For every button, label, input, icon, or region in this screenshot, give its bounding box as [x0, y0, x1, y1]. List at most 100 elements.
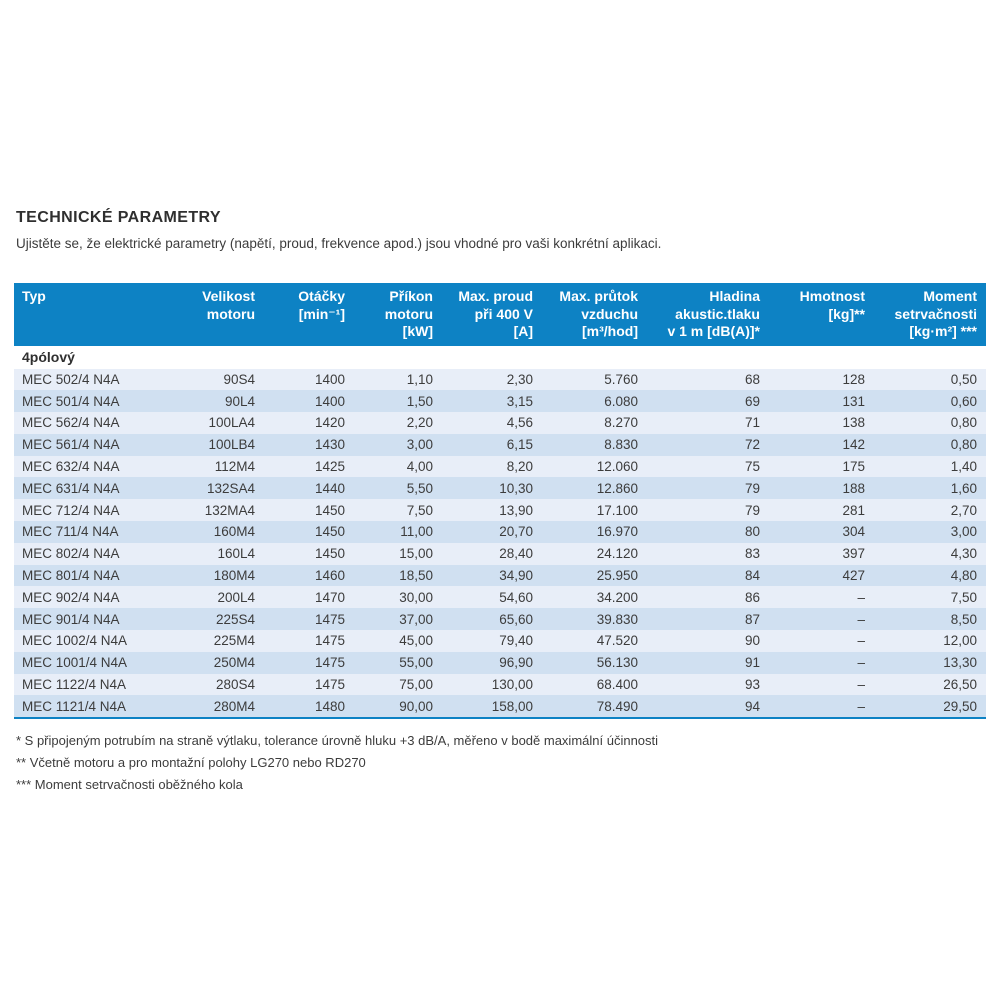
table-cell: 1450 — [314, 524, 345, 540]
section-label: 4pólový — [14, 345, 986, 369]
footnote-3: *** Moment setrvačnosti oběžného kola — [16, 777, 243, 793]
table-cell: 180M4 — [213, 568, 255, 584]
table-cell: 1430 — [314, 437, 345, 453]
table-cell: 79 — [744, 480, 760, 496]
table-cell: 54,60 — [499, 589, 533, 605]
table-cell: 90L4 — [224, 393, 255, 409]
table-cell: 78.490 — [596, 698, 638, 714]
table-row: MEC 802/4 N4A 160L4 1450 15,00 28,40 24.120 83… — [14, 542, 986, 565]
table-cell: 1475 — [314, 633, 345, 649]
table-cell: 15,00 — [399, 546, 433, 562]
table-cell: 4,30 — [950, 546, 977, 562]
table-cell: 1400 — [314, 371, 345, 387]
table-cell: 130,00 — [491, 677, 533, 693]
table-cell: 37,00 — [399, 611, 433, 627]
table-cell: 8,20 — [506, 459, 533, 475]
table-cell: 90,00 — [399, 698, 433, 714]
column-header: Max. průtok vzduchu [m³/hod] — [537, 283, 642, 346]
table-row: MEC 901/4 N4A 225S4 1475 37,00 65,60 39.830 87… — [14, 608, 986, 631]
table-cell: – — [857, 677, 865, 693]
table-cell: 200L4 — [217, 589, 255, 605]
table-row: MEC 1121/4 N4A 280M4 1480 90,00 158,00 78.490… — [14, 695, 986, 719]
table-cell: 225M4 — [213, 633, 255, 649]
footnote-2: ** Včetně motoru a pro montažní polohy L… — [16, 755, 366, 771]
table-cell: 1470 — [314, 589, 345, 605]
table-cell: 13,90 — [499, 502, 533, 518]
table-cell: 225S4 — [215, 611, 255, 627]
table-cell: – — [857, 655, 865, 671]
table-cell: 80 — [744, 524, 760, 540]
table-cell: 1440 — [314, 480, 345, 496]
table-cell: 6,15 — [506, 437, 533, 453]
table-cell: 8,50 — [950, 611, 977, 627]
table-cell: 7,50 — [406, 502, 433, 518]
table-cell: 2,70 — [950, 502, 977, 518]
table-cell: 13,30 — [943, 655, 977, 671]
column-header: Typ — [14, 283, 164, 346]
table-cell: – — [857, 698, 865, 714]
table-cell: 71 — [744, 415, 760, 431]
table-row: MEC 1001/4 N4A 250M4 1475 55,00 96,90 56.130 9… — [14, 651, 986, 674]
table-row: MEC 801/4 N4A 180M4 1460 18,50 34,90 25.950 84… — [14, 564, 986, 587]
table-cell: 128 — [842, 371, 865, 387]
table-cell: 1425 — [314, 459, 345, 475]
table-cell: 72 — [744, 437, 760, 453]
table-cell: MEC 902/4 N4A — [22, 589, 120, 605]
table-cell: 0,60 — [950, 393, 977, 409]
column-header: Hmotnost [kg]** — [764, 283, 869, 346]
table-header-row: Typ Velikost motoru Otáčky [min⁻¹] Příkon m… — [14, 283, 986, 346]
table-cell: 281 — [842, 502, 865, 518]
table-cell: MEC 561/4 N4A — [22, 437, 120, 453]
table-cell: 175 — [842, 459, 865, 475]
table-cell: 24.120 — [596, 546, 638, 562]
footnotes: * S připojeným potrubím na straně výtlak… — [16, 730, 986, 796]
table-cell: 94 — [744, 698, 760, 714]
table-cell: MEC 711/4 N4A — [22, 524, 119, 540]
table-cell: 55,00 — [399, 655, 433, 671]
table-cell: 131 — [842, 393, 865, 409]
table-cell: 397 — [842, 546, 865, 562]
table-cell: 100LA4 — [208, 415, 255, 431]
table-cell: 86 — [744, 589, 760, 605]
table-cell: MEC 1122/4 N4A — [22, 677, 127, 693]
table-cell: 96,90 — [499, 655, 533, 671]
table-cell: 69 — [744, 393, 760, 409]
table-cell: 0,80 — [950, 437, 977, 453]
table-cell: 68.400 — [596, 677, 638, 693]
table-cell: 250M4 — [213, 655, 255, 671]
table-cell: 5,50 — [406, 480, 433, 496]
table-cell: 112M4 — [214, 459, 255, 475]
table-cell: 160L4 — [217, 546, 255, 562]
page-subtitle: Ujistěte se, že elektrické parametry (na… — [16, 236, 662, 251]
page-title: TECHNICKÉ PARAMETRY — [16, 209, 221, 226]
table-cell: 90 — [744, 633, 760, 649]
table-cell: 34.200 — [596, 589, 638, 605]
table-cell: 12,00 — [943, 633, 977, 649]
table-cell: 79,40 — [499, 633, 533, 649]
column-header: Hladina akustic.tlaku v 1 m [dB(A)]* — [642, 283, 764, 346]
table-cell: 25.950 — [596, 568, 638, 584]
table-cell: 93 — [744, 677, 760, 693]
table-cell: 427 — [842, 568, 865, 584]
table-row: MEC 1002/4 N4A 225M4 1475 45,00 79,40 47.520 9… — [14, 630, 986, 652]
table-cell: MEC 632/4 N4A — [22, 459, 120, 475]
table-cell: 1,50 — [406, 393, 433, 409]
table-cell: 10,30 — [499, 480, 533, 496]
table-cell: 280S4 — [215, 677, 255, 693]
table-cell: 20,70 — [499, 524, 533, 540]
table-row: MEC 711/4 N4A 160M4 1450 11,00 20,70 16.970 80… — [14, 521, 986, 543]
table-cell: 91 — [744, 655, 760, 671]
table-cell: 17.100 — [596, 502, 638, 518]
table-header: Typ Velikost motoru Otáčky [min⁻¹] Příkon m… — [14, 283, 986, 346]
table-cell: 1420 — [314, 415, 345, 431]
table-cell: 142 — [842, 437, 865, 453]
table-cell: 26,50 — [943, 677, 977, 693]
table-cell: 280M4 — [213, 698, 255, 714]
table-cell: 7,50 — [950, 589, 977, 605]
table-row: MEC 1122/4 N4A 280S4 1475 75,00 130,00 68.400… — [14, 673, 986, 696]
table-cell: MEC 631/4 N4A — [22, 480, 120, 496]
table-cell: 75,00 — [399, 677, 433, 693]
table-cell: 0,50 — [950, 371, 977, 387]
table-cell: 1,40 — [950, 459, 977, 475]
table-cell: 304 — [842, 524, 865, 540]
